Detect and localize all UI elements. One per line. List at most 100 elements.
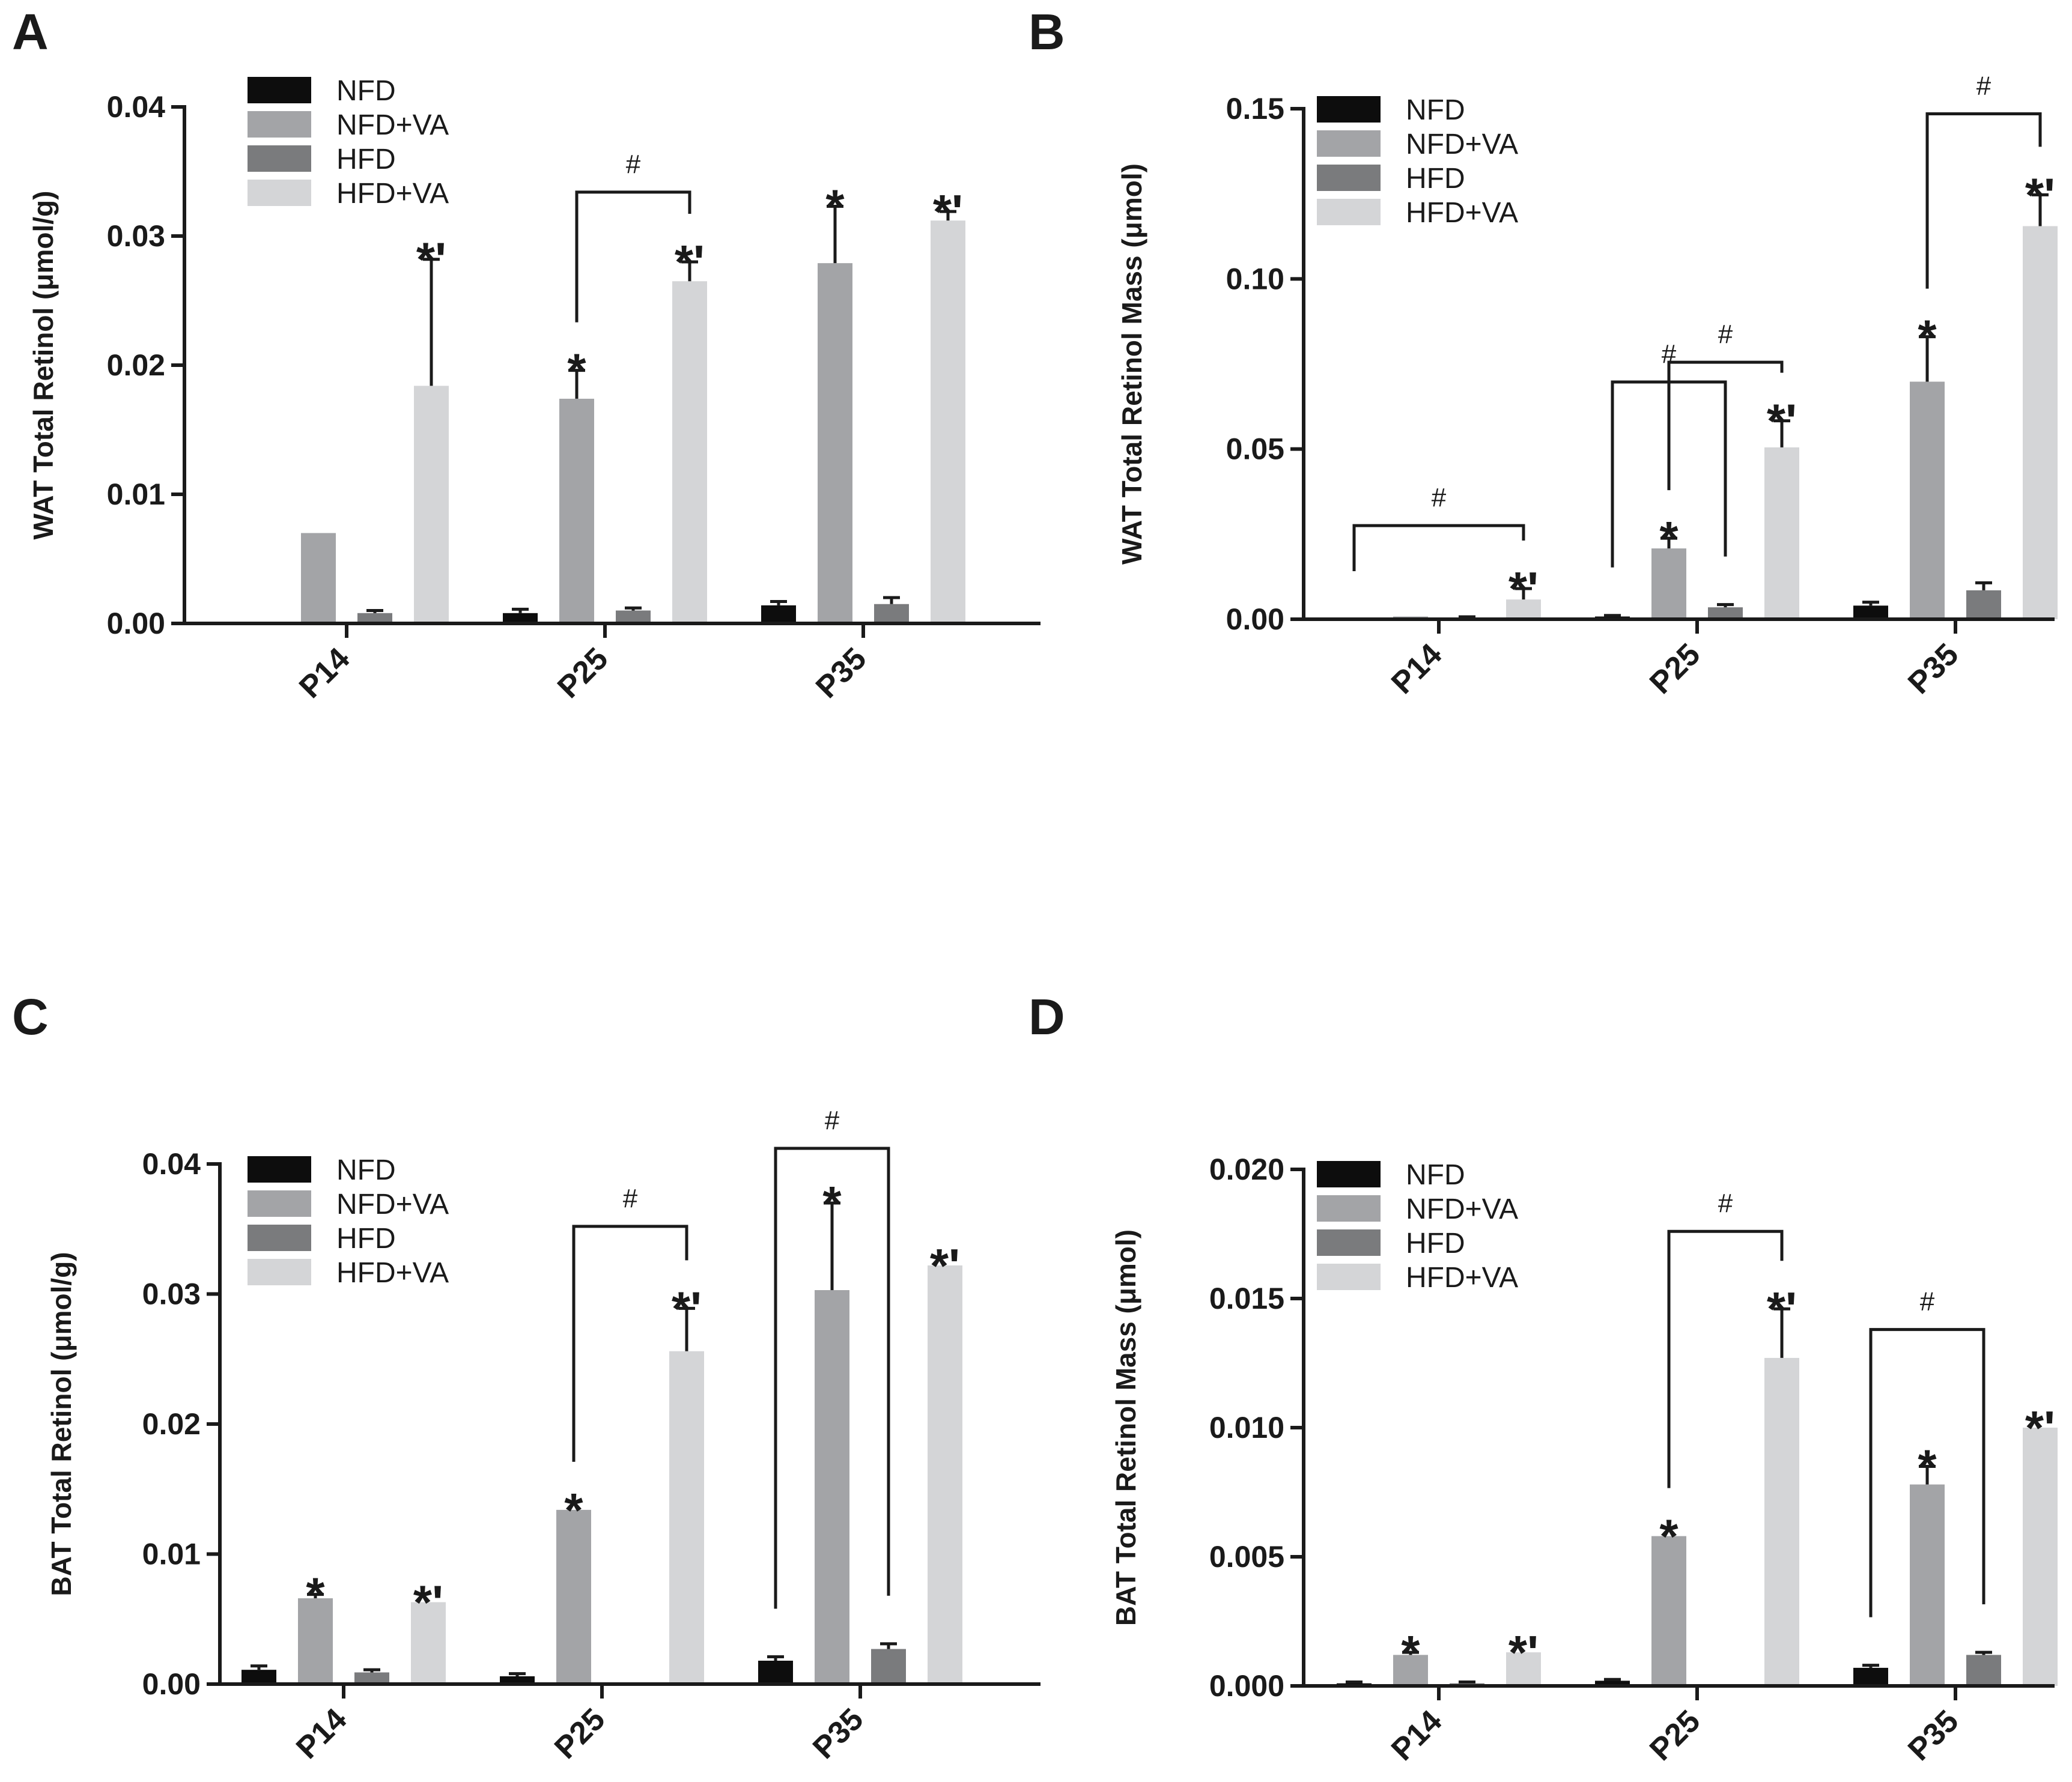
- bar-hfd-va-p14: [411, 1602, 446, 1684]
- bar-nfd-p14: [242, 1670, 276, 1684]
- x-tick-label: P14: [1385, 1703, 1448, 1767]
- legend-swatch: [248, 1259, 311, 1285]
- bracket-label: #: [825, 1106, 840, 1135]
- y-tick-label: 0.000: [1209, 1669, 1284, 1703]
- significance-star: *': [413, 1576, 443, 1629]
- y-tick-label: 0.00: [107, 607, 165, 640]
- bar-nfd-va-p35: [1910, 381, 1945, 619]
- bar-hfd-p14: [354, 1672, 389, 1684]
- bracket-label: #: [1432, 483, 1447, 512]
- bar-nfd-p35: [761, 605, 796, 623]
- legend-label: HFD+VA: [336, 1257, 449, 1289]
- bar-nfd-va-p14: [301, 533, 336, 623]
- legend-swatch: [1317, 1161, 1381, 1187]
- panel-a: A WAT Total Retinol (μmol/g) 0.00 0.01 0.02 0…: [12, 4, 1041, 705]
- legend-swatch: [1317, 1229, 1381, 1256]
- panel-letter: B: [1028, 4, 1065, 60]
- legend-swatch: [1317, 165, 1381, 191]
- bracket-label: #: [1976, 71, 1991, 101]
- bracket-label: #: [623, 1184, 638, 1213]
- legend-label: NFD+VA: [336, 1189, 449, 1220]
- significance-star: *': [1508, 562, 1539, 616]
- legend-label: HFD: [1406, 163, 1465, 195]
- x-tick-label: P35: [1901, 1703, 1965, 1767]
- legend-swatch: [248, 1225, 311, 1251]
- panel-b: B WAT Total Retinol Mass (μmol) 0.00 0.05 0.…: [1028, 4, 2058, 701]
- bar-nfd-va-p25: [556, 1509, 591, 1684]
- legend-swatch: [1317, 130, 1381, 157]
- y-tick-label: 0.00: [142, 1667, 201, 1701]
- legend-label: HFD: [1406, 1228, 1465, 1259]
- bar-hfd-p14: [357, 613, 392, 623]
- legend-label: NFD+VA: [1406, 1193, 1518, 1225]
- bracket-label: #: [1920, 1287, 1935, 1317]
- bar-hfd-va-p35: [2023, 1428, 2058, 1686]
- y-tick-label: 0.03: [142, 1277, 201, 1311]
- bar-nfd-va-p25: [1651, 548, 1686, 619]
- significance-star: *': [930, 1239, 960, 1293]
- comparison-bracket: [774, 1147, 890, 1609]
- panel-letter: D: [1028, 989, 1065, 1045]
- y-tick-label: 0.01: [107, 477, 165, 511]
- x-tick-label: P25: [1643, 1703, 1707, 1767]
- y-tick-label: 0.005: [1209, 1540, 1284, 1574]
- bar-nfd-va-p25: [559, 398, 594, 623]
- y-tick-label: 0.02: [107, 348, 165, 382]
- y-tick-label: 0.010: [1209, 1411, 1284, 1444]
- bar-hfd-p25: [1708, 607, 1743, 619]
- x-tick-label: P35: [809, 641, 873, 705]
- comparison-bracket: [1667, 360, 1784, 491]
- bar-hfd-va-p14: [1506, 1652, 1541, 1686]
- legend-swatch: [248, 1190, 311, 1217]
- x-tick-label: P14: [290, 1702, 353, 1765]
- bar-hfd-va-p25: [672, 281, 707, 623]
- significance-star: *: [1659, 1510, 1679, 1563]
- bar-hfd-va-p14: [1506, 599, 1541, 619]
- legend-label: HFD+VA: [336, 178, 449, 210]
- y-tick-label: 0.03: [107, 219, 165, 253]
- comparison-bracket: [1925, 112, 2042, 289]
- legend-swatch: [1317, 199, 1381, 225]
- y-tick-label: 0.015: [1209, 1282, 1284, 1315]
- significance-star: *: [1918, 311, 1937, 364]
- significance-star: *': [1767, 395, 1797, 448]
- bar-hfd-p35: [1966, 1655, 2001, 1686]
- y-tick-label: 0.00: [1226, 602, 1284, 636]
- legend-swatch: [248, 111, 311, 138]
- legend-swatch: [248, 1156, 311, 1183]
- bar-nfd-va-p14: [298, 1598, 333, 1684]
- bar-nfd-p25: [503, 613, 538, 623]
- legend-label: NFD: [336, 75, 396, 107]
- bar-nfd-p35: [758, 1661, 793, 1684]
- x-tick-label: P25: [551, 641, 615, 705]
- bar-hfd-p35: [871, 1649, 906, 1684]
- y-tick-label: 0.10: [1226, 262, 1284, 295]
- x-tick-label: P25: [548, 1702, 612, 1765]
- legend-swatch: [1317, 1264, 1381, 1290]
- y-axis-title: WAT Total Retinol Mass (μmol): [1116, 163, 1147, 565]
- significance-star: *: [1918, 1440, 1937, 1494]
- significance-star: *: [1659, 512, 1679, 565]
- x-tick-label: P14: [1385, 637, 1448, 700]
- comparison-bracket: [1869, 1328, 1985, 1617]
- legend-label: NFD: [1406, 94, 1465, 126]
- panel-letter: C: [12, 989, 49, 1045]
- legend-label: NFD: [1406, 1159, 1465, 1191]
- y-tick-label: 0.05: [1226, 432, 1284, 466]
- bar-nfd-va-p35: [815, 1290, 849, 1684]
- bar-hfd-p35: [874, 604, 909, 623]
- legend-swatch: [1317, 1195, 1381, 1222]
- bar-hfd-p35: [1966, 590, 2001, 619]
- legend-label: NFD+VA: [1406, 129, 1518, 160]
- y-tick-label: 0.04: [142, 1147, 201, 1181]
- bar-hfd-p25: [616, 610, 651, 623]
- significance-star: *': [933, 185, 963, 238]
- significance-star: *': [675, 235, 705, 289]
- bracket-label: #: [626, 150, 641, 179]
- bar-hfd-va-p35: [2023, 226, 2058, 619]
- bar-nfd-va-p35: [1910, 1484, 1945, 1686]
- bar-nfd-p25: [1595, 1680, 1630, 1686]
- bracket-label: #: [1718, 1189, 1733, 1218]
- bar-hfd-va-p14: [414, 386, 449, 623]
- y-tick-label: 0.02: [142, 1407, 201, 1441]
